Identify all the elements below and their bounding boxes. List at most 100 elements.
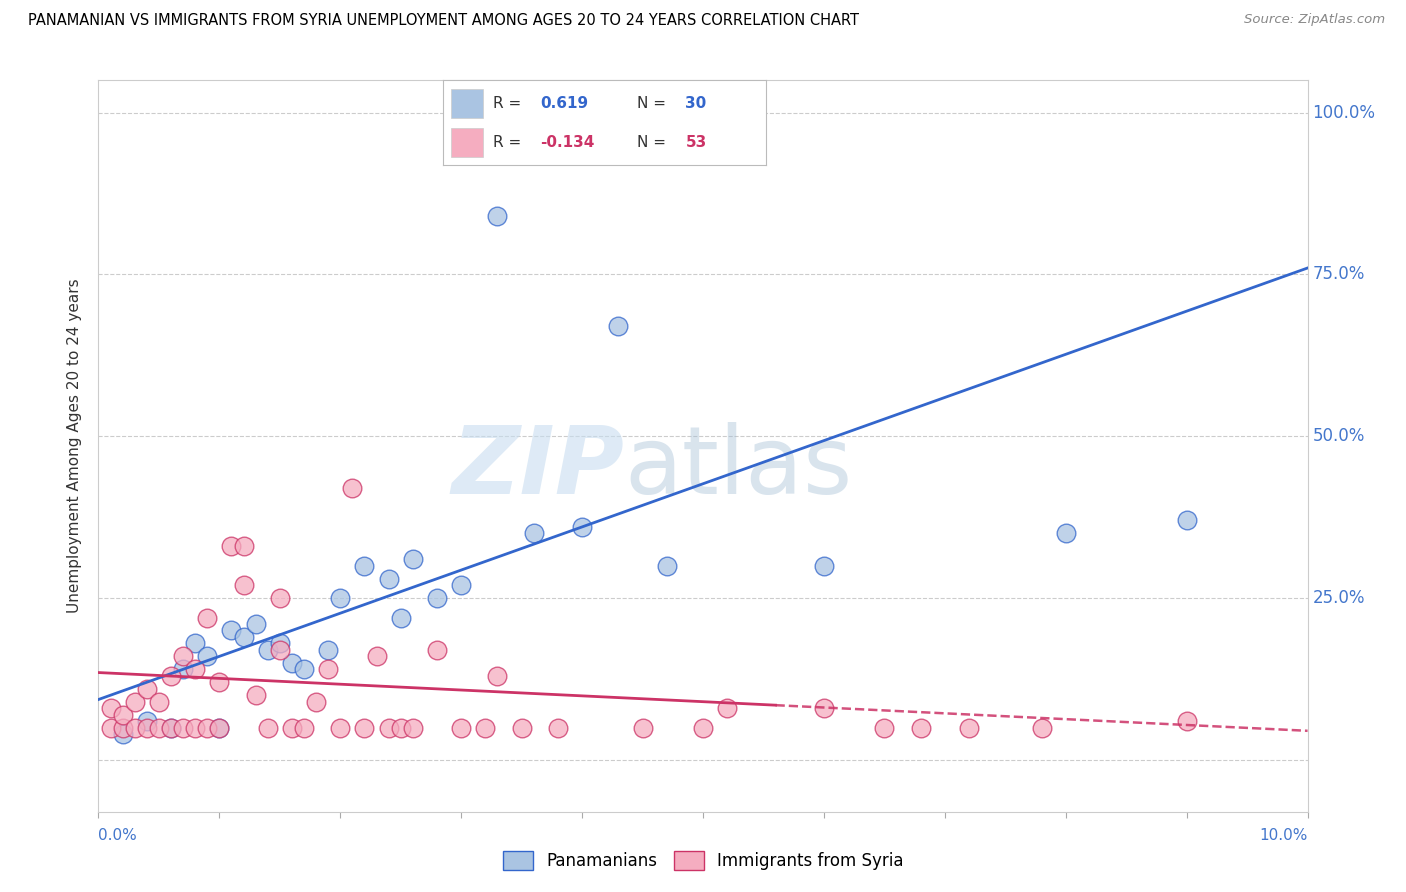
Text: 0.619: 0.619 — [540, 95, 588, 111]
Point — [208, 675, 231, 690]
Point — [135, 681, 157, 696]
Point — [111, 727, 134, 741]
Point — [486, 209, 509, 223]
Point — [450, 721, 472, 735]
Point — [402, 721, 425, 735]
Point — [269, 643, 291, 657]
Point — [195, 610, 218, 624]
Text: 0.0%: 0.0% — [98, 828, 138, 843]
Point — [281, 656, 304, 670]
Point — [450, 578, 472, 592]
Point — [256, 643, 278, 657]
Point — [402, 552, 425, 566]
Point — [160, 669, 183, 683]
Text: R =: R = — [494, 135, 526, 150]
Point — [269, 591, 291, 606]
Point — [124, 695, 146, 709]
Point — [292, 721, 315, 735]
Point — [486, 669, 509, 683]
Point — [135, 721, 157, 735]
Point — [245, 617, 267, 632]
Text: N =: N = — [637, 135, 671, 150]
Point — [342, 481, 364, 495]
Point — [873, 721, 896, 735]
Point — [316, 643, 339, 657]
Point — [111, 707, 134, 722]
Point — [256, 721, 278, 735]
Point — [100, 721, 122, 735]
Point — [377, 721, 399, 735]
Point — [547, 721, 569, 735]
Point — [111, 721, 134, 735]
Point — [281, 721, 304, 735]
Point — [523, 526, 546, 541]
Point — [692, 721, 714, 735]
Point — [245, 688, 267, 702]
Point — [389, 610, 412, 624]
Point — [305, 695, 328, 709]
Point — [329, 721, 352, 735]
Point — [232, 578, 254, 592]
Point — [426, 591, 449, 606]
Point — [631, 721, 654, 735]
Point — [1175, 714, 1198, 728]
Point — [571, 520, 593, 534]
Point — [813, 558, 835, 573]
Text: 53: 53 — [686, 135, 707, 150]
Y-axis label: Unemployment Among Ages 20 to 24 years: Unemployment Among Ages 20 to 24 years — [67, 278, 83, 614]
Point — [184, 721, 207, 735]
Point — [316, 662, 339, 676]
Point — [172, 721, 194, 735]
Point — [366, 649, 388, 664]
Point — [1054, 526, 1077, 541]
Point — [510, 721, 533, 735]
Text: ZIP: ZIP — [451, 422, 624, 514]
Bar — [451, 128, 484, 157]
Point — [329, 591, 352, 606]
Text: PANAMANIAN VS IMMIGRANTS FROM SYRIA UNEMPLOYMENT AMONG AGES 20 TO 24 YEARS CORRE: PANAMANIAN VS IMMIGRANTS FROM SYRIA UNEM… — [28, 13, 859, 29]
Point — [172, 662, 194, 676]
Point — [426, 643, 449, 657]
Bar — [451, 89, 484, 118]
Point — [100, 701, 122, 715]
Text: Source: ZipAtlas.com: Source: ZipAtlas.com — [1244, 13, 1385, 27]
Text: atlas: atlas — [624, 422, 852, 514]
Point — [389, 721, 412, 735]
Point — [232, 630, 254, 644]
Point — [124, 721, 146, 735]
Point — [292, 662, 315, 676]
Point — [148, 695, 170, 709]
Text: N =: N = — [637, 95, 671, 111]
Point — [232, 539, 254, 553]
Point — [221, 539, 243, 553]
Point — [195, 649, 218, 664]
Point — [135, 714, 157, 728]
Point — [195, 721, 218, 735]
Text: 30: 30 — [686, 95, 707, 111]
Point — [184, 636, 207, 650]
Point — [160, 721, 183, 735]
Text: -0.134: -0.134 — [540, 135, 595, 150]
Point — [221, 624, 243, 638]
Point — [208, 721, 231, 735]
Text: R =: R = — [494, 95, 526, 111]
Point — [353, 558, 375, 573]
Point — [607, 319, 630, 334]
Point — [1031, 721, 1053, 735]
Point — [353, 721, 375, 735]
Point — [148, 721, 170, 735]
Point — [172, 649, 194, 664]
Text: 10.0%: 10.0% — [1260, 828, 1308, 843]
Point — [716, 701, 738, 715]
Legend: Panamanians, Immigrants from Syria: Panamanians, Immigrants from Syria — [496, 844, 910, 877]
Point — [184, 662, 207, 676]
Point — [208, 721, 231, 735]
Point — [269, 636, 291, 650]
Point — [910, 721, 932, 735]
Point — [474, 721, 496, 735]
Point — [160, 721, 183, 735]
Point — [957, 721, 980, 735]
Point — [813, 701, 835, 715]
Point — [377, 572, 399, 586]
Point — [655, 558, 678, 573]
